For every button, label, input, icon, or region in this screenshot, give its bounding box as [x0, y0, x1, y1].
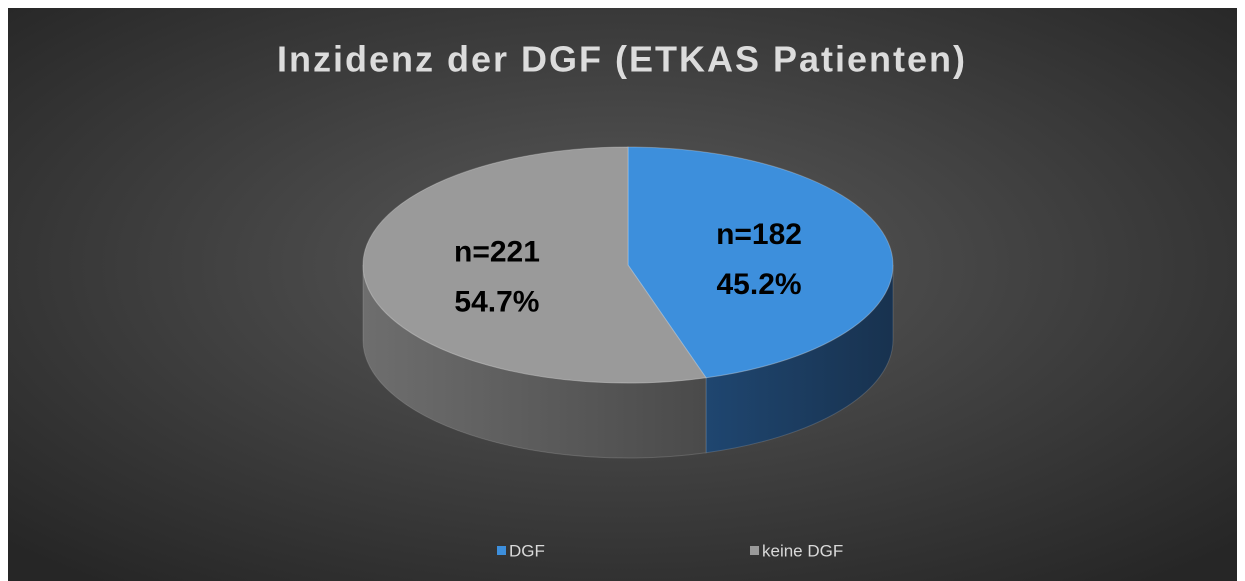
legend-marker [497, 546, 506, 555]
value-label: 54.7% [454, 286, 539, 319]
legend-label: DGF [509, 541, 545, 560]
legend-marker [750, 546, 759, 555]
pie-slice [627, 146, 894, 379]
pie-slice [362, 146, 707, 384]
chart-title: Inzidenz der DGF (ETKAS Patienten) [277, 39, 967, 80]
value-label: 45.2% [716, 268, 801, 301]
count-label: n=182 [716, 218, 802, 251]
count-label: n=221 [454, 236, 540, 269]
legend-label: keine DGF [762, 541, 843, 560]
